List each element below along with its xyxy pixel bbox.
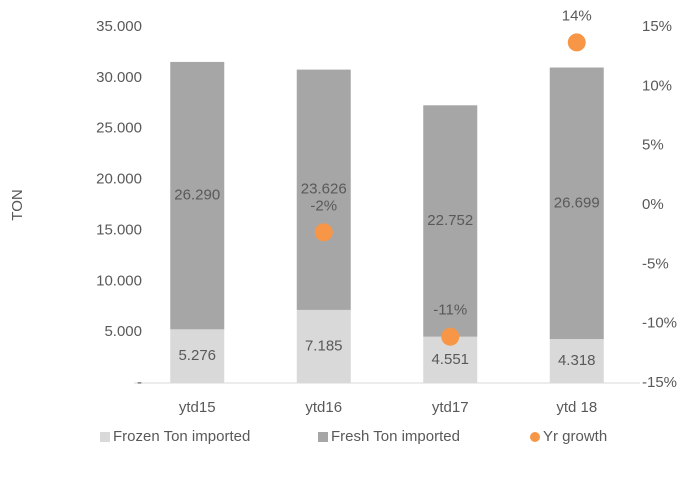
y-tick-label: 35.000 [96, 18, 142, 35]
y-tick-label: - [137, 374, 142, 391]
x-tick-label: ytd17 [432, 399, 469, 416]
data-label: 23.626 [301, 181, 347, 198]
legend-label: Fresh Ton imported [331, 428, 460, 445]
y2-tick-label: -10% [642, 315, 677, 332]
data-label: -11% [433, 302, 467, 319]
growth-dot [314, 223, 333, 242]
y2-tick-label: -5% [642, 255, 669, 272]
data-label: 4.318 [558, 352, 596, 369]
y-tick-label: 20.000 [96, 171, 142, 188]
legend-marker [100, 432, 110, 442]
data-label: -2% [310, 197, 337, 214]
x-tick-label: ytd16 [305, 399, 342, 416]
x-tick-label: ytd 18 [556, 399, 597, 416]
data-label: 26.290 [174, 187, 220, 204]
data-label: 4.551 [431, 351, 469, 368]
legend-marker [318, 432, 328, 442]
growth-dot [567, 33, 586, 52]
y-tick-label: 10.000 [96, 272, 142, 289]
y-tick-label: 15.000 [96, 221, 142, 238]
data-label: 14% [562, 7, 592, 24]
bar-segment [296, 309, 351, 383]
y-axis-title: TON [9, 189, 26, 220]
y2-tick-label: 15% [642, 18, 672, 35]
y-tick-label: 30.000 [96, 69, 142, 86]
y2-tick-label: 0% [642, 196, 664, 213]
y2-tick-label: 5% [642, 137, 664, 154]
bar-segment [549, 67, 604, 340]
legend-marker [530, 432, 540, 442]
data-label: 7.185 [305, 337, 343, 354]
bar-segment [170, 329, 225, 383]
legend-label: Frozen Ton imported [113, 428, 250, 445]
data-label: 26.699 [554, 194, 600, 211]
bar-segment [423, 105, 478, 337]
growth-dot [441, 327, 460, 346]
bar-segment [170, 61, 225, 330]
y2-tick-label: 10% [642, 77, 672, 94]
data-label: 22.752 [427, 212, 473, 229]
y-tick-label: 5.000 [104, 323, 142, 340]
bar-segment [549, 339, 604, 383]
bar-segment [296, 69, 351, 310]
data-label: 5.276 [178, 347, 216, 364]
x-tick-label: ytd15 [179, 399, 216, 416]
y-tick-label: 25.000 [96, 120, 142, 137]
y2-tick-label: -15% [642, 374, 677, 391]
legend-label: Yr growth [543, 428, 607, 445]
